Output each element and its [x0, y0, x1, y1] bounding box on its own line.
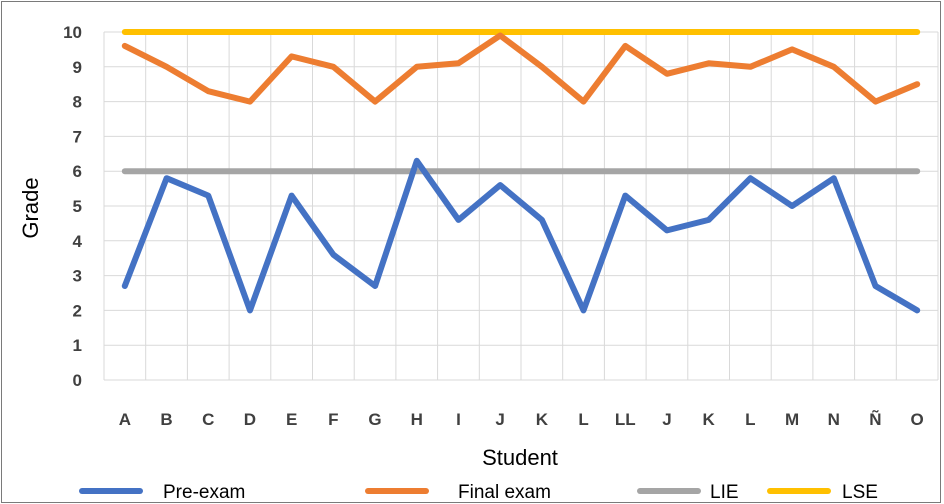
x-tick-label: H — [411, 410, 423, 429]
y-tick-label: 7 — [73, 127, 82, 146]
x-tick-label: N — [828, 410, 840, 429]
x-tick-label: E — [286, 410, 297, 429]
series-line-pre-exam — [121, 157, 921, 314]
legend-label-pre-exam: Pre-exam — [163, 482, 245, 503]
x-tick-label: G — [368, 410, 381, 429]
x-tick-label: M — [785, 410, 799, 429]
x-axis-title: Student — [482, 445, 558, 470]
legend: Pre-exam Final exam LIE LSE — [79, 482, 878, 503]
y-tick-label: 4 — [73, 232, 83, 251]
x-tick-label: F — [328, 410, 338, 429]
x-tick-label: J — [495, 410, 504, 429]
series-lines — [121, 29, 921, 314]
y-tick-label: 5 — [73, 197, 82, 216]
series-line-final-exam — [121, 32, 921, 105]
y-tick-label: 2 — [73, 301, 82, 320]
y-tick-label: 10 — [63, 23, 82, 42]
y-tick-label: 0 — [73, 371, 82, 390]
y-axis-title: Grade — [18, 177, 43, 238]
x-tick-label: B — [160, 410, 172, 429]
x-tick-label: LL — [615, 410, 636, 429]
y-tick-label: 3 — [73, 267, 82, 286]
x-tick-label: L — [578, 410, 588, 429]
legend-label-final-exam: Final exam — [458, 482, 551, 503]
x-tick-label: L — [745, 410, 755, 429]
x-tick-label: K — [536, 410, 549, 429]
x-tick-label: C — [202, 410, 214, 429]
legend-label-lse: LSE — [842, 482, 878, 503]
y-tick-label: 9 — [73, 58, 82, 77]
x-tick-label: D — [244, 410, 256, 429]
x-tick-labels: A B C D E F G H I J K L LL J K L M N Ñ O — [119, 409, 924, 429]
x-tick-label: J — [662, 410, 671, 429]
x-tick-label: O — [911, 410, 924, 429]
y-tick-label: 6 — [73, 162, 82, 181]
x-tick-label: Ñ — [869, 409, 881, 429]
y-tick-labels: 0 1 2 3 4 5 6 7 8 9 10 — [63, 23, 82, 390]
x-tick-label: A — [119, 410, 131, 429]
x-tick-label: I — [456, 410, 461, 429]
legend-label-lie: LIE — [710, 482, 739, 503]
x-tick-label: K — [703, 410, 716, 429]
y-tick-label: 1 — [73, 336, 82, 355]
y-tick-label: 8 — [73, 93, 82, 112]
